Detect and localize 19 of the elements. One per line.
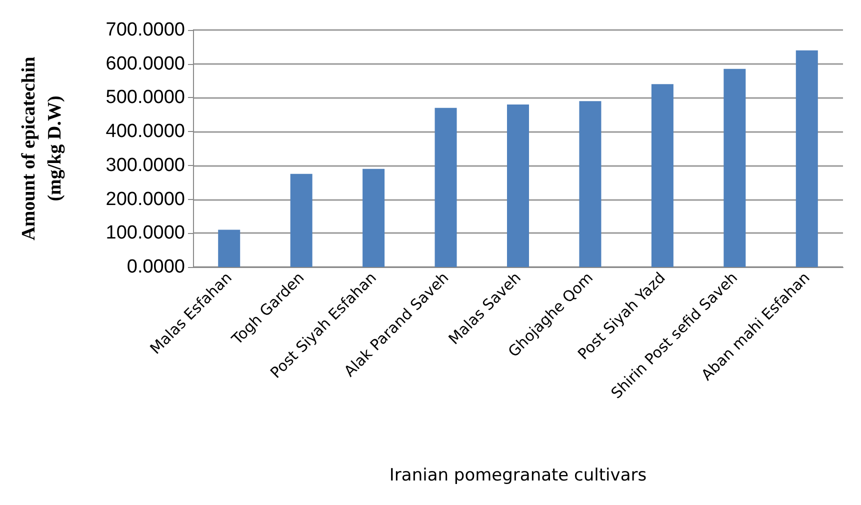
bar <box>290 174 312 267</box>
y-tick-label: 700.0000 <box>106 20 185 40</box>
bar <box>362 168 385 267</box>
x-axis-title: Iranian pomegranate cultivars <box>389 466 647 486</box>
bar <box>651 84 674 267</box>
y-tick-label: 0.0000 <box>126 256 185 278</box>
y-tick-label: 200.0000 <box>106 188 185 210</box>
bar <box>507 104 529 267</box>
bar <box>218 230 240 267</box>
y-tick-label: 600.0000 <box>106 53 185 74</box>
y-tick-label: 500.0000 <box>106 87 185 108</box>
bar <box>796 50 818 267</box>
y-tick-label: 300.0000 <box>106 154 185 176</box>
y-axis-title: Amount of epicatechin (mg/kg D.W) <box>18 56 66 240</box>
bar <box>579 101 602 267</box>
bar <box>724 68 746 267</box>
y-tick-label: 400.0000 <box>106 121 185 142</box>
y-tick-label: 100.0000 <box>106 222 185 244</box>
bar <box>434 108 457 267</box>
